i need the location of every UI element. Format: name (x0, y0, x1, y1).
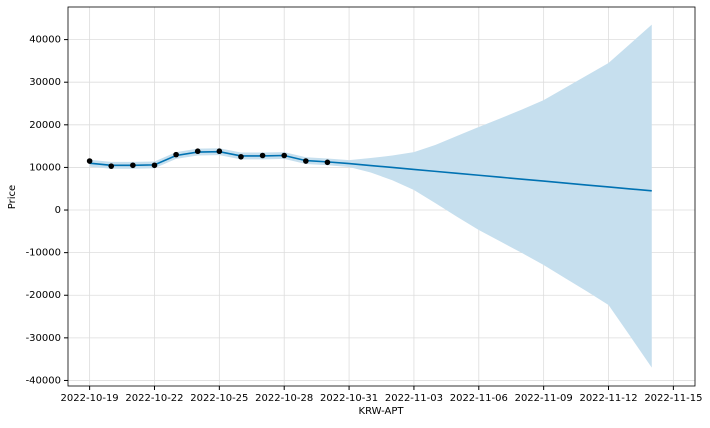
y-tick-label: 20000 (29, 120, 61, 131)
y-tick-label: -10000 (26, 248, 61, 259)
observed-point (259, 152, 266, 159)
y-tick-label: 40000 (29, 35, 61, 46)
x-tick-label: 2022-10-19 (61, 393, 119, 404)
observed-point (86, 158, 93, 164)
y-tick-label: -40000 (26, 375, 61, 386)
y-tick-label: 30000 (29, 77, 61, 88)
x-tick-label: 2022-11-12 (579, 393, 637, 404)
x-tick-label: 2022-11-06 (450, 393, 508, 404)
y-tick-label: 0 (55, 205, 61, 216)
y-tick-label: -20000 (26, 290, 61, 301)
plot-frame (67, 6, 696, 387)
observed-point (151, 162, 158, 169)
x-axis-label: KRW-APT (359, 406, 405, 417)
observed-point (281, 152, 288, 159)
uncertainty-band (89, 24, 652, 368)
observed-point (238, 153, 244, 160)
forecast-line (89, 150, 652, 192)
y-tick-label: -30000 (26, 333, 61, 344)
x-tick-label: 2022-11-15 (644, 393, 702, 404)
x-tick-label: 2022-11-09 (515, 393, 573, 404)
observed-point (173, 151, 179, 158)
y-axis-label: Price (7, 185, 18, 209)
x-tick-label: 2022-10-25 (190, 393, 248, 404)
x-tick-label: 2022-10-31 (320, 393, 378, 404)
observed-point (108, 163, 115, 169)
observed-point (130, 162, 136, 169)
x-tick-label: 2022-10-28 (255, 393, 313, 404)
observed-point (194, 148, 201, 155)
x-tick-label: 2022-10-22 (125, 393, 183, 404)
observed-point (303, 158, 309, 164)
observed-point (324, 159, 331, 166)
x-tick-label: 2022-11-03 (385, 393, 443, 404)
y-tick-label: 10000 (29, 162, 61, 173)
observed-point (216, 148, 223, 155)
